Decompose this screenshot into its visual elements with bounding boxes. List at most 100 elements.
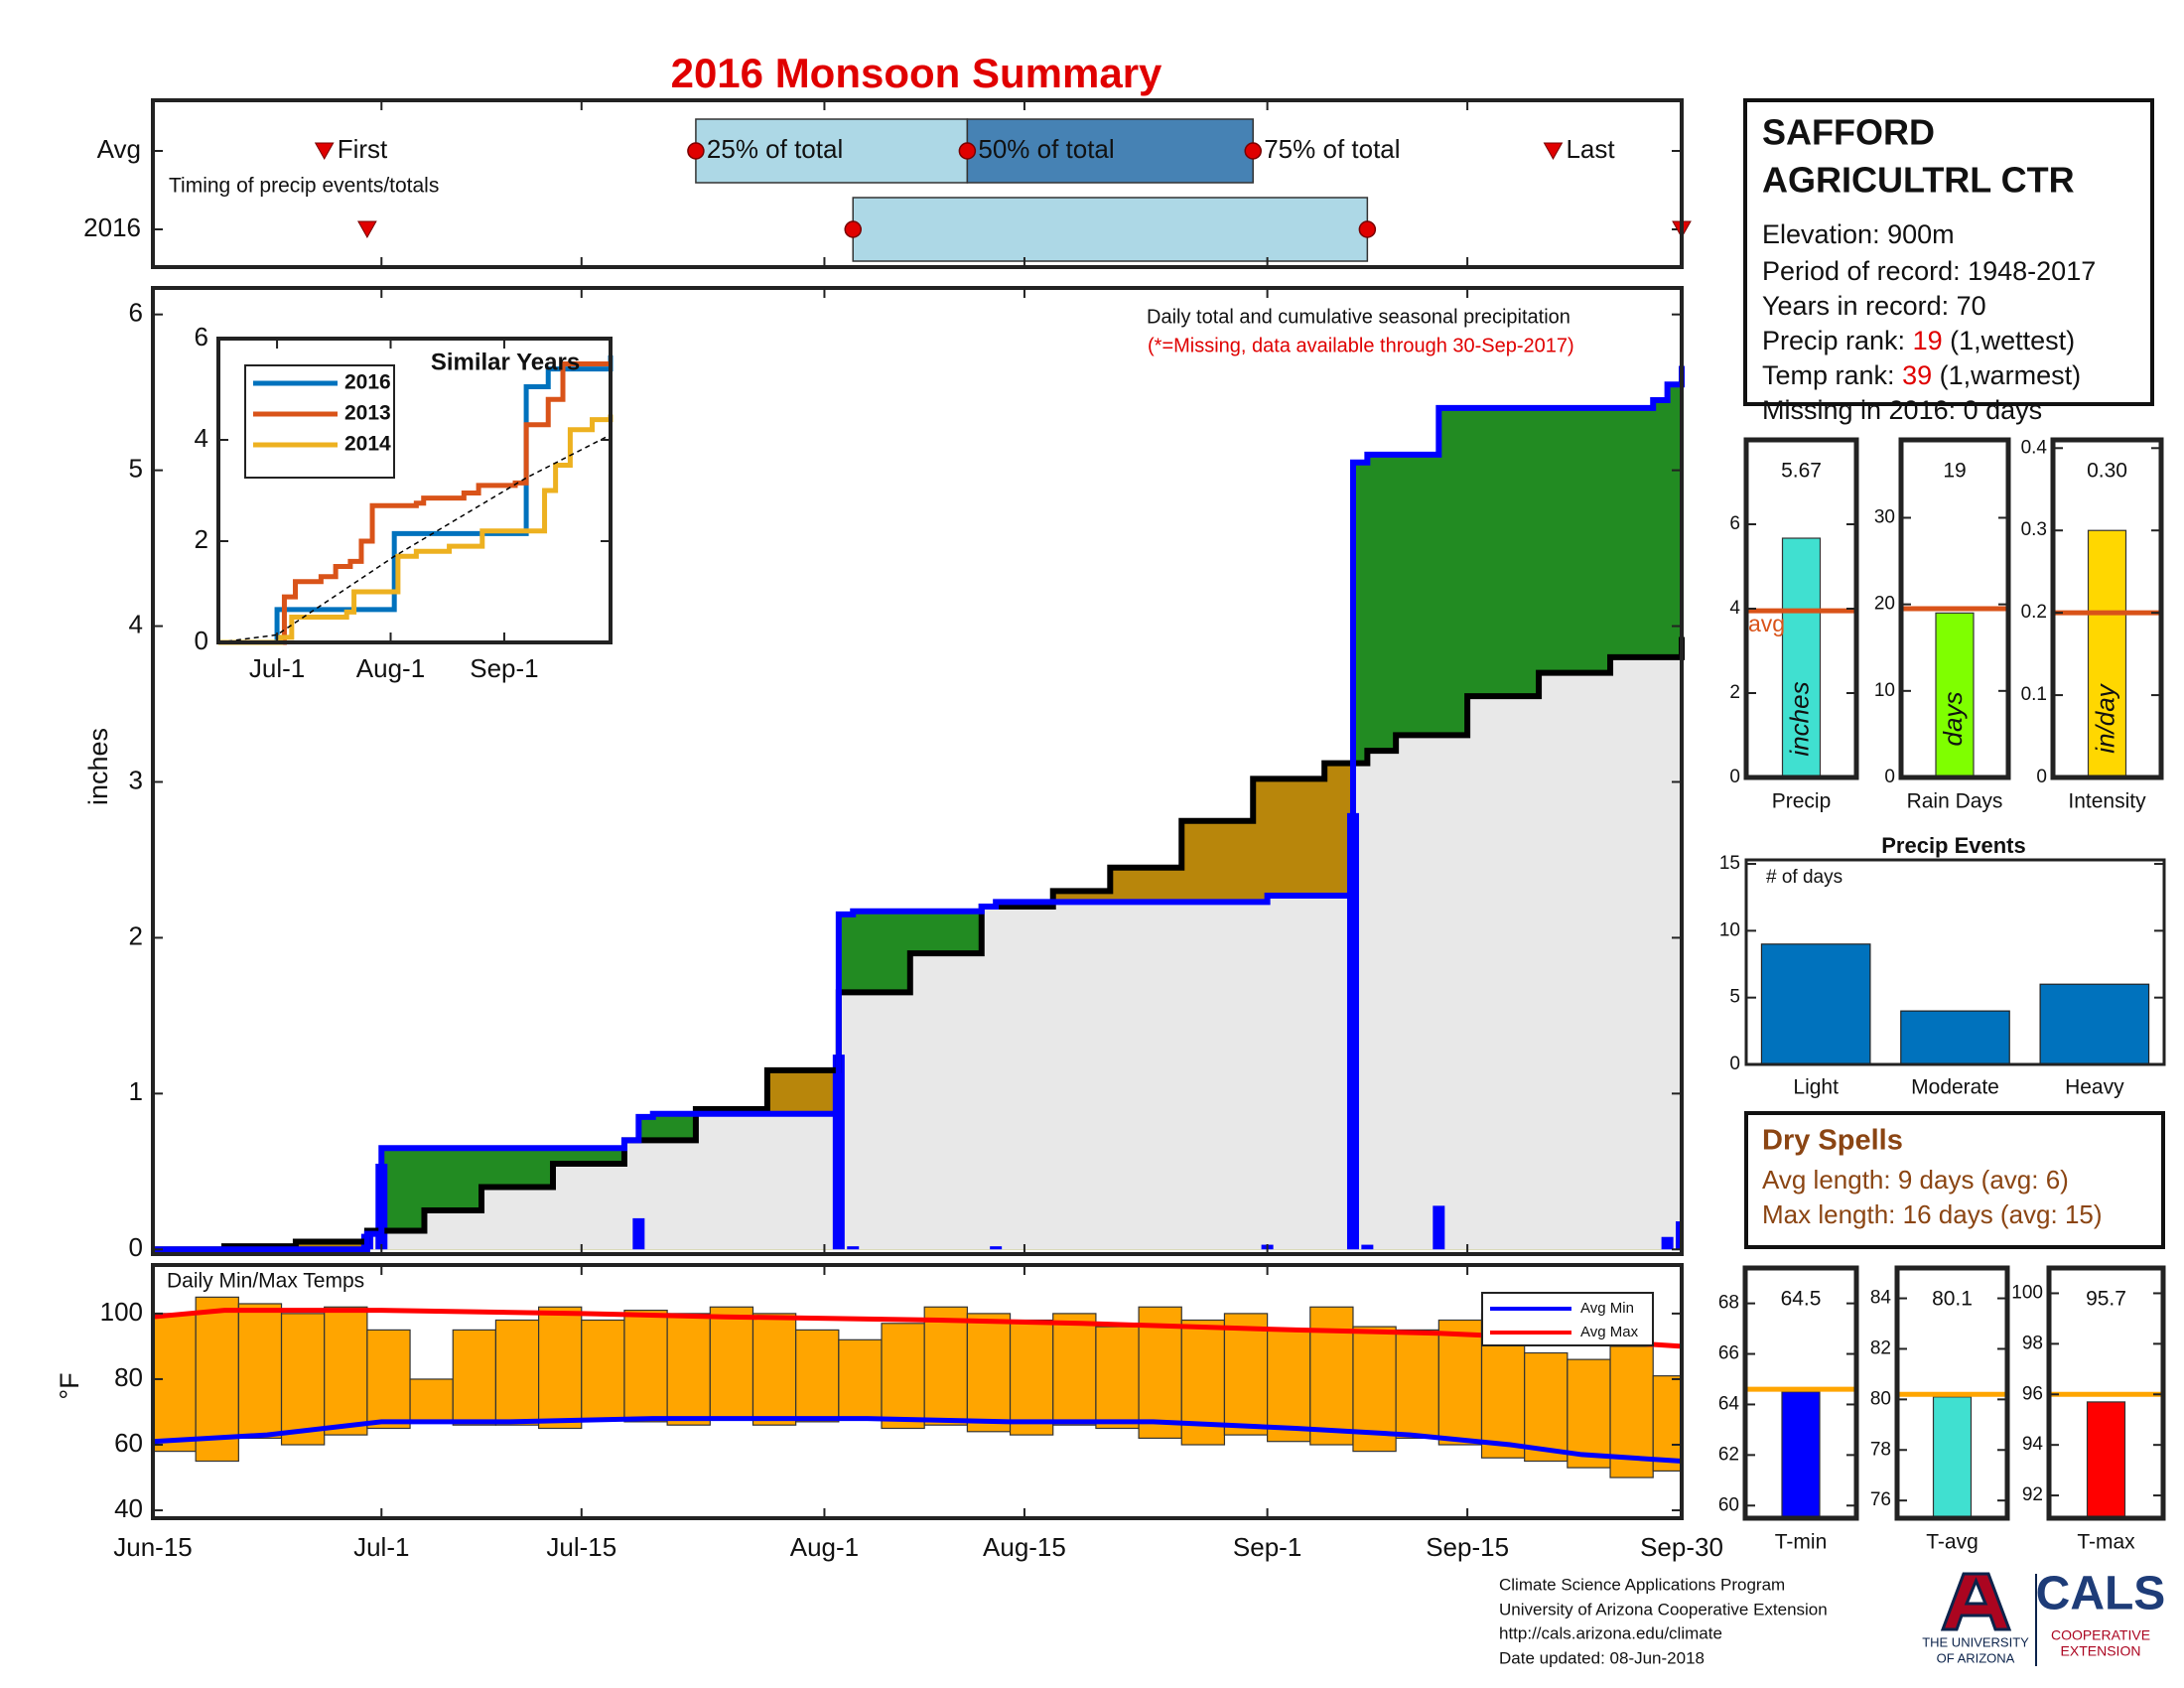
quantile-marker [1244,142,1262,160]
daily-bar [1346,812,1359,1250]
timing-note: Timing of precip events/totals [169,175,439,198]
marker-label: First [338,134,388,164]
quantile-marker [844,220,862,238]
row-label: 2016 [83,212,141,242]
marker-label: Last [1566,134,1615,164]
y-tick-label: 4 [1729,598,1740,619]
temp-range-bar [537,1306,583,1430]
avg-temp-line [152,1416,1683,1465]
y-tick-label: 100 [100,1297,143,1327]
dry-spells-title: Dry Spells [1762,1125,1903,1157]
event-bar [1900,1010,2010,1065]
station-info: Period of record: 1948-2017 [1762,256,2096,286]
marker-label: 75% of total [1264,134,1400,164]
x-tick-label: Aug-15 [983,1532,1066,1562]
quantile-marker [687,142,705,160]
temp-range-bar [1567,1358,1611,1469]
quantile-marker [1358,220,1377,238]
y-tick-label: 64 [1718,1393,1740,1414]
dry-spells-line: Avg length: 9 days (avg: 6) [1762,1165,2069,1195]
x-tick-label: Sep-15 [1426,1532,1509,1562]
temp-range-bar [838,1338,883,1420]
temp-range-bar [1223,1313,1269,1436]
y-tick-label: 15 [1719,853,1740,874]
summary-bar [2087,529,2127,778]
cumulative-line [153,365,1685,1253]
temp-range-bar [1138,1306,1182,1440]
plot-frame [1894,1265,2010,1521]
temp-rank: Temp rank: 39 (1,warmest) [1762,360,2081,390]
temp-range-bar [881,1323,925,1430]
daily-bar [1676,1221,1682,1250]
category-label: T-avg [1926,1531,1979,1554]
y-tick-label: 4 [195,423,208,453]
plot-frame [151,286,1684,1256]
x-tick-label: Sep-1 [1233,1532,1301,1562]
unit-label: inches [1784,681,1814,756]
station-info: Elevation: 900m [1762,219,1955,249]
y-tick-label: 2 [1729,682,1740,703]
rank-label: Precip rank: [1762,326,1905,355]
daily-bar [1433,1205,1445,1250]
temp-range-bar [280,1313,326,1446]
x-tick-label: Sep-30 [1640,1532,1723,1562]
y-tick-label: 94 [2022,1434,2044,1455]
y-tick-label: 80 [1870,1388,1891,1409]
rank-note: (1,warmest) [1940,360,2082,390]
y-tick-label: 84 [1870,1288,1892,1309]
legend-label: 2016 [344,371,391,394]
legend-box [1481,1292,1654,1346]
y-axis-label: °F [55,1372,84,1399]
station-info: Years in record: 70 [1762,291,1986,321]
temp-range-bar [409,1378,454,1423]
footer-line: http://cals.arizona.edu/climate [1499,1623,1722,1642]
x-tick-label: Aug-1 [356,653,425,683]
x-tick-label: Jun-15 [113,1532,193,1562]
y-tick-label: 60 [1718,1494,1739,1515]
y-tick-label: 4 [129,609,143,638]
temp-range-bar [1395,1329,1439,1440]
category-label: Rain Days [1907,790,2003,813]
x-tick-label: Jul-15 [546,1532,616,1562]
y-tick-label: 30 [1874,506,1895,527]
y-tick-label: 0 [1884,767,1895,787]
y-tick-label: 3 [129,765,143,794]
quantile-box [966,118,1254,184]
footer-line: Date updated: 08-Jun-2018 [1499,1648,1705,1667]
temp-range-bar [751,1313,797,1426]
temp-range-bar [195,1296,239,1463]
y-tick-label: 66 [1718,1343,1739,1364]
temp-range-bar [324,1306,368,1436]
legend-label: 2013 [344,402,391,425]
temp-range-bar [666,1313,711,1426]
temp-range-bar [1524,1351,1569,1463]
value-label: 5.67 [1781,460,1822,483]
plot-frame [2050,437,2164,780]
panel-annotation: # of days [1766,867,1843,888]
event-bar [2039,983,2150,1065]
y-tick-label: 62 [1718,1444,1739,1465]
temp-range-bar [795,1329,840,1423]
temp-range-bar [237,1303,283,1440]
legend-label: 2014 [344,433,391,456]
daily-bar [990,1246,1003,1250]
marker-label: 50% of total [978,134,1114,164]
y-tick-label: 0.3 [2021,519,2047,540]
annotation: Daily total and cumulative seasonal prec… [1147,306,1570,328]
temp-range-bar [366,1329,411,1430]
category-label: Heavy [2065,1076,2124,1099]
y-tick-label: 0 [2036,767,2047,787]
temp-range-bar [966,1313,1012,1433]
daily-bar [1361,1244,1374,1250]
y-tick-label: 0 [195,626,208,655]
event-marker [357,220,377,239]
category-label: Moderate [1911,1076,1999,1099]
y-tick-label: 6 [195,322,208,352]
plot-frame [1898,437,2011,780]
y-tick-label: 96 [2022,1383,2043,1404]
avg-label: avg [1748,611,1785,636]
marker-label: 25% of total [707,134,843,164]
temp-range-bar [1095,1326,1140,1430]
temp-range-bar [623,1309,668,1423]
temp-range-bar [152,1313,197,1453]
